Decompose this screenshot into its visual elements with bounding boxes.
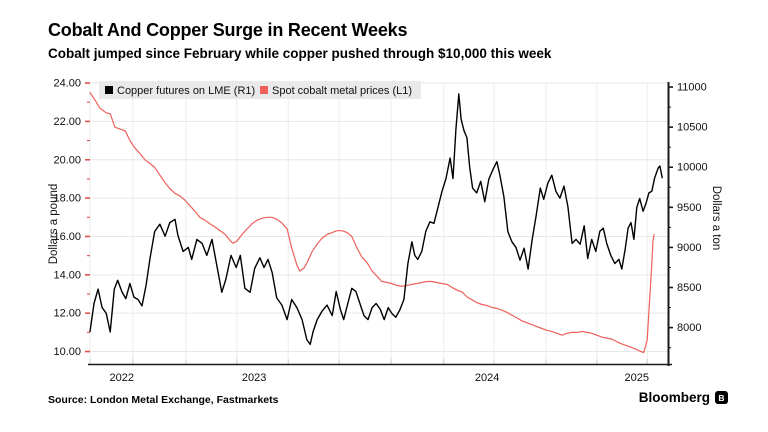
left-axis-tick-label: 24.00: [53, 78, 81, 90]
left-axis-title: Dollars a pound: [48, 184, 60, 265]
series-line-cobalt: [89, 92, 655, 354]
source-credit: Source: London Metal Exchange, Fastmarke…: [48, 394, 279, 406]
right-axis-tick-label: 10000: [677, 162, 708, 174]
left-axis-tick-label: 22.00: [53, 116, 81, 128]
x-axis-year-label: 2025: [625, 372, 649, 384]
left-axis-tick-label: 18.00: [53, 193, 81, 205]
left-axis-tick-label: 10.00: [53, 346, 81, 358]
x-axis-year-label: 2023: [242, 372, 266, 384]
right-axis-tick-label: 9500: [677, 202, 701, 214]
right-axis-tick-label: 8000: [677, 322, 701, 334]
right-axis-tick-label: 9000: [677, 242, 701, 254]
bloomberg-wordmark: Bloomberg: [638, 390, 710, 405]
left-axis-tick-label: 12.00: [53, 308, 81, 320]
x-axis-year-label: 2024: [475, 372, 499, 384]
legend-label-copper: Copper futures on LME (R1): [117, 85, 255, 97]
bloomberg-brand: Bloomberg B: [639, 390, 728, 405]
x-axis-year-label: 2022: [110, 372, 134, 384]
right-axis-tick-label: 11000: [677, 82, 707, 94]
right-axis-tick-label: 8500: [677, 282, 701, 294]
right-axis-title: Dollars a ton: [710, 186, 722, 251]
legend-swatch-copper: [105, 86, 113, 94]
series-line-copper: [89, 93, 663, 346]
bloomberg-logo-icon: B: [715, 391, 728, 404]
left-axis-tick-label: 16.00: [53, 231, 81, 243]
left-axis-tick-label: 20.00: [53, 154, 81, 166]
page-subtitle: Cobalt jumped since February while coppe…: [48, 46, 552, 61]
left-axis-tick-label: 14.00: [53, 269, 81, 281]
right-axis-tick-label: 10500: [677, 122, 708, 134]
legend-swatch-cobalt: [260, 86, 268, 94]
page-title: Cobalt And Copper Surge in Recent Weeks: [48, 20, 408, 40]
legend-label-cobalt: Spot cobalt metal prices (L1): [272, 85, 412, 97]
